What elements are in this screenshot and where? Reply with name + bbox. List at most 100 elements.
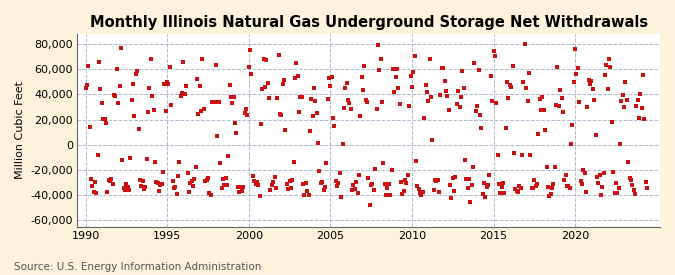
Point [370, 166, 381, 171]
Point [128, 82, 138, 86]
Point [638, 73, 649, 78]
Point [544, 193, 555, 198]
Point [481, 185, 492, 189]
Point [236, 189, 247, 193]
Point [91, 191, 102, 196]
Point [186, 178, 197, 183]
Point [307, 114, 318, 118]
Point [204, 191, 215, 195]
Point [445, 183, 456, 187]
Point [103, 178, 114, 182]
Point [526, 186, 537, 190]
Point [535, 97, 545, 101]
Point [228, 95, 239, 99]
Point [173, 174, 184, 179]
Point [259, 56, 269, 61]
Point [485, 74, 496, 79]
Point [84, 125, 95, 130]
Point [431, 178, 442, 183]
Point [162, 79, 173, 84]
Point [563, 184, 574, 188]
Point [366, 182, 377, 187]
Point [545, 191, 556, 196]
Point [101, 121, 111, 125]
Point [443, 108, 454, 112]
Point [503, 95, 514, 100]
Point [117, 158, 128, 163]
Point [111, 67, 122, 71]
Point [437, 66, 448, 70]
Point [409, 53, 420, 58]
Point [171, 192, 182, 196]
Point [271, 186, 281, 190]
Point [205, 193, 216, 197]
Point [240, 106, 251, 111]
Point [511, 188, 522, 193]
Point [574, 100, 585, 104]
Point [275, 112, 286, 116]
Point [583, 78, 594, 83]
Point [626, 178, 637, 182]
Point [464, 177, 475, 181]
Point [314, 169, 325, 173]
Point [642, 186, 653, 190]
Point [543, 185, 554, 189]
Point [257, 87, 268, 91]
Point [449, 189, 460, 193]
Point [438, 66, 449, 70]
Point [254, 193, 265, 198]
Point [319, 185, 330, 189]
Point [145, 57, 156, 61]
Point [310, 99, 321, 103]
Point [342, 81, 352, 85]
Point [273, 53, 284, 57]
Point [311, 110, 322, 115]
Point [141, 157, 152, 162]
Point [430, 178, 441, 182]
Point [406, 85, 417, 90]
Point [220, 176, 231, 181]
Point [536, 108, 547, 112]
Point [578, 168, 589, 172]
Point [495, 191, 506, 196]
Point [360, 98, 371, 103]
Point [421, 90, 432, 94]
Point [622, 98, 632, 102]
Point [281, 182, 292, 186]
Point [330, 178, 341, 183]
Point [598, 171, 609, 175]
Point [390, 75, 401, 79]
Point [124, 188, 134, 192]
Point [355, 114, 366, 119]
Point [552, 65, 563, 69]
Point [317, 180, 327, 184]
Point [462, 186, 473, 191]
Point [115, 46, 126, 51]
Point [567, 123, 578, 127]
Point [408, 70, 418, 74]
Point [351, 179, 362, 184]
Point [130, 72, 141, 76]
Point [439, 79, 450, 83]
Point [299, 192, 310, 197]
Point [347, 188, 358, 192]
Point [279, 78, 290, 82]
Point [296, 95, 307, 99]
Point [159, 82, 170, 87]
Point [616, 99, 627, 104]
Point [202, 176, 213, 180]
Point [641, 180, 651, 184]
Point [277, 82, 288, 86]
Point [417, 189, 428, 194]
Point [639, 116, 650, 121]
Point [608, 170, 618, 174]
Point [434, 190, 445, 194]
Point [200, 179, 211, 183]
Point [458, 86, 469, 91]
Point [86, 177, 97, 182]
Point [382, 185, 393, 190]
Point [283, 187, 294, 192]
Point [497, 181, 508, 186]
Point [346, 107, 356, 111]
Point [375, 56, 386, 61]
